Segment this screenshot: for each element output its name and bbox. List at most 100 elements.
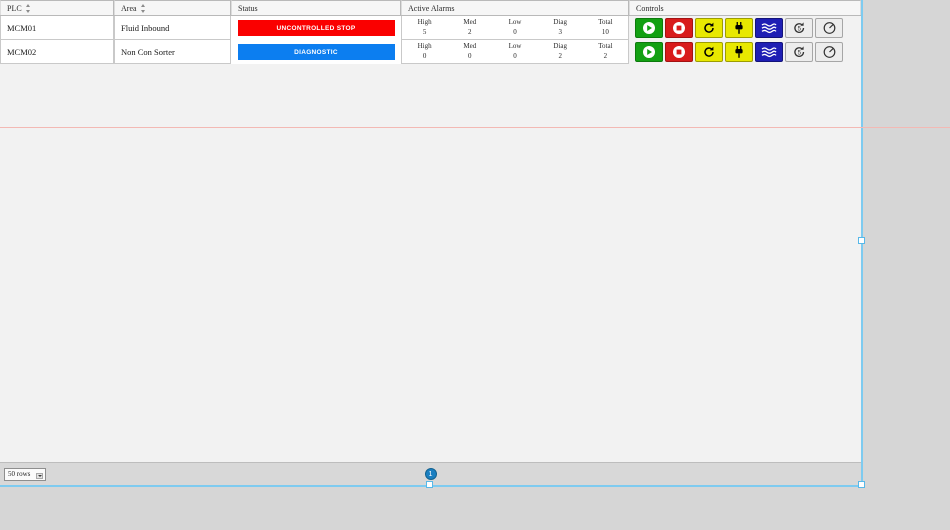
horizontal-rule [0,127,950,128]
table-row[interactable]: MCM01 Fluid Inbound UNCONTROLLED STOP Hi… [0,16,861,40]
plug-icon [735,46,743,58]
reset-button[interactable] [695,42,723,62]
cell-controls: 5 [629,16,861,40]
rows-per-page-label: 50 rows [8,470,31,478]
status-badge: DIAGNOSTIC [237,44,395,60]
alarm-high: High 5 [402,16,447,39]
alarm-high-value: 5 [422,28,427,36]
alarm-med-value: 2 [468,28,472,36]
column-header-plc-label: PLC [7,3,22,13]
column-header-status[interactable]: Status [231,0,401,15]
resize-handle-corner[interactable] [858,481,865,488]
alarm-low: Low 0 [492,40,537,63]
cell-plc: MCM02 [0,40,114,64]
alarm-total: Total 10 [583,16,628,39]
column-header-controls-label: Controls [636,3,664,13]
sort-arrows-icon[interactable] [140,4,146,13]
stop-icon [673,22,685,34]
alarm-med: Med 0 [447,40,492,63]
column-header-controls[interactable]: Controls [629,0,861,15]
page-button-1[interactable]: 1 [424,468,437,480]
alarm-total-value: 10 [601,28,609,36]
plc-table: PLC Area Status Active Alarms Controls M… [0,0,861,64]
alarm-high-value: 0 [422,52,427,60]
alarm-total-value: 2 [603,52,608,60]
alarm-low: Low 0 [492,16,537,39]
alarm-diag-label: Diag [553,42,568,50]
column-header-status-label: Status [238,3,258,13]
conveyor-button[interactable] [755,18,783,38]
power-button[interactable] [725,18,753,38]
power-button[interactable] [725,42,753,62]
play-icon [643,22,655,34]
alarm-low-value: 0 [513,52,517,60]
svg-text:5: 5 [797,51,801,57]
reset-icon [704,22,714,33]
gauge-icon [823,46,835,58]
alarm-total-label: Total [598,42,613,50]
chevron-down-icon[interactable] [36,472,43,479]
cycle-button[interactable]: 5 [785,42,813,62]
alarm-diag-value: 2 [558,52,562,60]
alarm-diag: Diag 3 [538,16,583,39]
plug-icon [735,22,743,34]
cell-status: DIAGNOSTIC [231,40,401,64]
cell-area: Non Con Sorter [114,40,231,64]
resize-handle-right[interactable] [858,237,865,244]
cycle-icon: 5 [793,46,804,57]
alarm-med-label: Med [463,42,477,50]
reset-button[interactable] [695,18,723,38]
alarm-low-label: Low [508,18,522,26]
column-header-area[interactable]: Area [114,0,231,15]
stop-button[interactable] [665,18,693,38]
sort-arrows-icon[interactable] [25,4,31,13]
cell-active-alarms: High 0 Med 0 Low 0 Diag 2 Total 2 [401,40,629,64]
stop-button[interactable] [665,42,693,62]
cell-plc: MCM01 [0,16,114,40]
alarm-high-label: High [417,18,432,26]
svg-text:5: 5 [797,27,801,33]
grid-empty-body [0,63,861,462]
alarm-med-label: Med [463,18,477,26]
column-header-area-label: Area [121,3,137,13]
plc-overview-panel: PLC Area Status Active Alarms Controls M… [0,0,863,487]
waves-icon [761,22,777,33]
resize-handle-bottom[interactable] [426,481,433,488]
gauge-button[interactable] [815,18,843,38]
alarm-total: Total 2 [583,40,628,63]
stop-icon [673,46,685,58]
cell-area: Fluid Inbound [114,16,231,40]
alarm-high-label: High [417,42,432,50]
table-footer: 50 rows 1 [0,462,861,485]
column-header-active-alarms[interactable]: Active Alarms [401,0,629,15]
cell-controls: 5 [629,40,861,64]
cell-active-alarms: High 5 Med 2 Low 0 Diag 3 Total 10 [401,16,629,40]
rows-per-page-select[interactable]: 50 rows [4,467,46,481]
play-icon [643,46,655,58]
column-header-plc[interactable]: PLC [0,0,114,15]
gauge-icon [823,22,835,34]
alarm-low-label: Low [508,42,522,50]
pagination: 1 [0,468,861,480]
start-button[interactable] [635,42,663,62]
cell-status: UNCONTROLLED STOP [231,16,401,40]
start-button[interactable] [635,18,663,38]
gauge-button[interactable] [815,42,843,62]
alarm-med-value: 0 [468,52,472,60]
status-badge: UNCONTROLLED STOP [237,20,395,36]
column-header-active-alarms-label: Active Alarms [408,3,455,13]
table-row[interactable]: MCM02 Non Con Sorter DIAGNOSTIC High 0 M… [0,40,861,64]
table-header-row: PLC Area Status Active Alarms Controls [0,0,861,16]
conveyor-button[interactable] [755,42,783,62]
alarm-med: Med 2 [447,16,492,39]
alarm-high: High 0 [402,40,447,63]
alarm-total-label: Total [598,18,613,26]
reset-icon [704,46,714,57]
alarm-low-value: 0 [513,28,517,36]
alarm-diag: Diag 2 [538,40,583,63]
alarm-diag-value: 3 [558,28,562,36]
cycle-icon: 5 [793,22,804,33]
waves-icon [761,46,777,57]
alarm-diag-label: Diag [553,18,568,26]
cycle-button[interactable]: 5 [785,18,813,38]
